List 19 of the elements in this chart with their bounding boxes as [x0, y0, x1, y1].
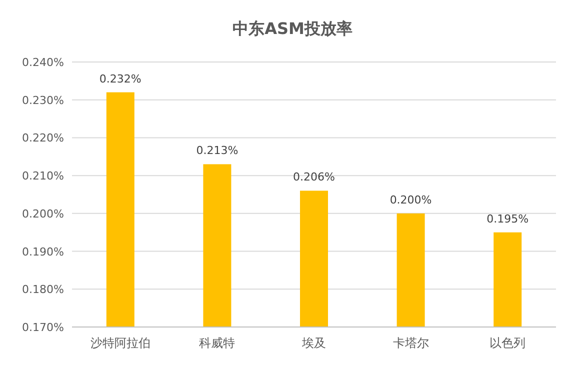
y-tick-label: 0.180% — [22, 283, 64, 296]
x-tick-label: 科威特 — [199, 336, 236, 350]
data-label: 0.200% — [390, 193, 432, 206]
data-label: 0.206% — [293, 170, 335, 184]
x-tick-label: 沙特阿拉伯 — [90, 336, 150, 350]
y-tick-label: 0.170% — [22, 321, 64, 334]
y-tick-label: 0.210% — [22, 170, 64, 183]
data-label: 0.195% — [486, 212, 529, 226]
data-label: 0.232% — [99, 72, 142, 86]
y-tick-label: 0.230% — [22, 94, 64, 107]
data-label: 0.213% — [196, 144, 238, 158]
x-tick-label: 埃及 — [301, 336, 326, 350]
y-tick-label: 0.190% — [22, 245, 64, 258]
y-tick-label: 0.200% — [22, 207, 64, 220]
x-tick-label: 以色列 — [490, 336, 526, 350]
chart-title: 中东ASM投放率 — [232, 19, 352, 38]
y-tick-label: 0.240% — [22, 56, 64, 69]
y-tick-label: 0.220% — [22, 132, 64, 145]
x-tick-label: 卡塔尔 — [392, 336, 429, 350]
